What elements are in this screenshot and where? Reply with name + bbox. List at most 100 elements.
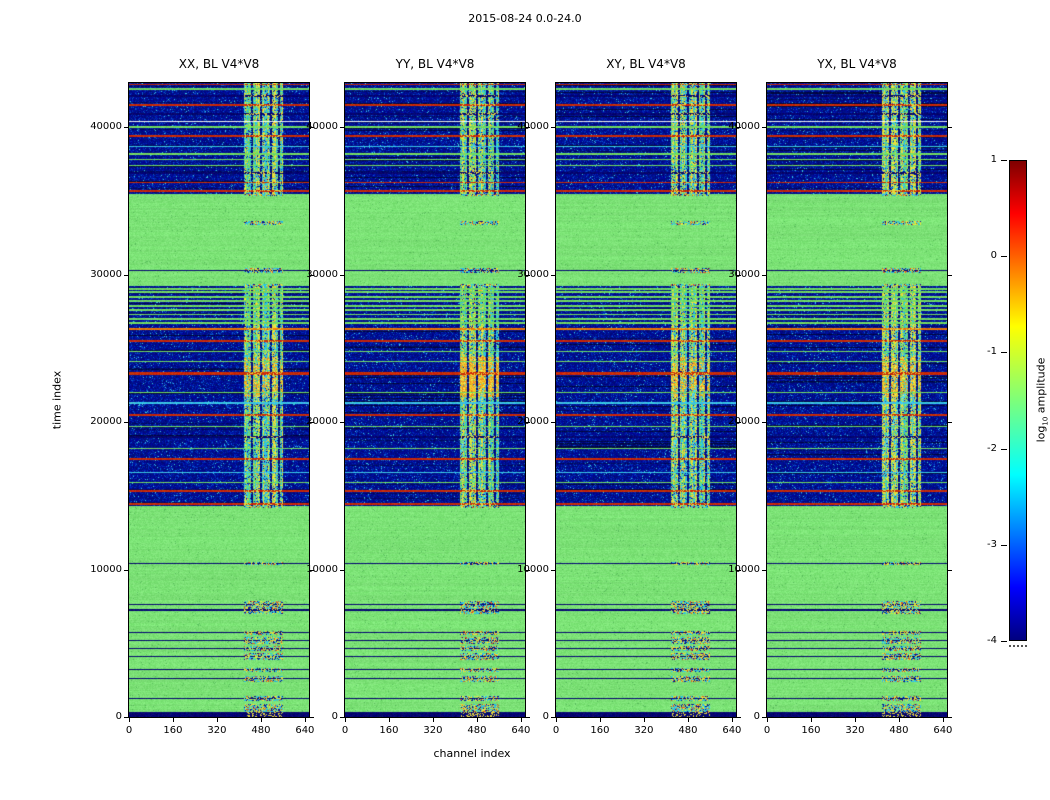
y-tick-mark <box>737 274 741 276</box>
y-axis-label: time index <box>50 370 64 430</box>
x-tick-mark <box>687 718 689 722</box>
x-tick-mark <box>898 718 900 722</box>
x-tick-label: 320 <box>423 725 443 736</box>
y-tick-mark <box>124 274 128 276</box>
y-tick-mark <box>551 569 555 571</box>
colorbar-tick-mark <box>1001 544 1007 546</box>
x-tick-label: 320 <box>845 725 865 736</box>
panel-title: XX, BL V4*V8 <box>178 57 260 71</box>
colorbar-label-post: amplitude <box>1034 357 1048 417</box>
y-tick-mark <box>948 274 952 276</box>
x-axis-label: channel index <box>433 747 511 760</box>
y-tick-label: 0 <box>331 711 338 722</box>
x-tick-label: 480 <box>467 725 487 736</box>
x-tick-mark <box>216 718 218 722</box>
colorbar-extend-dots <box>1009 645 1027 647</box>
x-tick-label: 0 <box>125 725 133 736</box>
y-tick-mark <box>948 717 952 718</box>
x-tick-label: 640 <box>295 725 315 736</box>
y-tick-label: 40000 <box>728 121 760 133</box>
y-tick-label: 10000 <box>90 563 122 575</box>
x-tick-label: 0 <box>341 725 349 736</box>
x-tick-label: 640 <box>933 725 953 736</box>
y-tick-mark <box>948 569 952 571</box>
x-tick-mark <box>476 718 478 722</box>
x-tick-label: 480 <box>251 725 271 736</box>
x-tick-mark <box>942 718 944 722</box>
y-tick-label: 0 <box>753 711 760 722</box>
x-tick-label: 0 <box>552 725 560 736</box>
colorbar-label-sub: 10 <box>1041 416 1050 426</box>
colorbar-tick-mark <box>1001 448 1007 450</box>
y-tick-mark <box>340 569 344 571</box>
y-tick-mark <box>310 274 314 276</box>
x-tick-label: 160 <box>379 725 399 736</box>
x-tick-label: 640 <box>722 725 742 736</box>
x-tick-label: 160 <box>801 725 821 736</box>
x-tick-mark <box>810 718 812 722</box>
panel-title: XY, BL V4*V8 <box>606 57 686 71</box>
y-tick-mark <box>551 422 555 424</box>
x-tick-mark <box>304 718 306 722</box>
x-tick-mark <box>345 718 346 722</box>
colorbar-tick-label: -1 <box>987 346 997 358</box>
panel-title: YY, BL V4*V8 <box>395 57 475 71</box>
y-tick-mark <box>310 127 314 129</box>
y-tick-label: 40000 <box>90 121 122 133</box>
y-tick-mark <box>310 569 314 571</box>
y-tick-label: 30000 <box>306 268 338 280</box>
y-tick-mark <box>340 717 344 718</box>
y-tick-label: 30000 <box>517 268 549 280</box>
y-tick-label: 10000 <box>306 563 338 575</box>
x-tick-mark <box>432 718 434 722</box>
y-tick-mark <box>948 127 952 129</box>
x-tick-mark <box>172 718 174 722</box>
heatmap-panel-yy <box>344 82 526 718</box>
y-tick-mark <box>551 274 555 276</box>
y-tick-mark <box>124 127 128 129</box>
x-tick-mark <box>854 718 856 722</box>
colorbar-tick-mark <box>1001 160 1007 161</box>
y-tick-mark <box>340 127 344 129</box>
y-tick-mark <box>762 569 766 571</box>
colorbar-tick-label: 0 <box>990 250 997 262</box>
y-tick-label: 20000 <box>728 416 760 428</box>
x-tick-label: 320 <box>634 725 654 736</box>
y-tick-label: 10000 <box>517 563 549 575</box>
y-tick-mark <box>526 717 530 718</box>
x-tick-mark <box>599 718 601 722</box>
y-tick-mark <box>340 274 344 276</box>
y-tick-label: 20000 <box>90 416 122 428</box>
x-tick-mark <box>520 718 522 722</box>
y-tick-mark <box>124 569 128 571</box>
colorbar-tick-mark <box>1001 352 1007 354</box>
x-tick-mark <box>129 718 130 722</box>
x-tick-label: 0 <box>763 725 771 736</box>
y-tick-label: 20000 <box>517 416 549 428</box>
x-tick-label: 640 <box>511 725 531 736</box>
colorbar-tick-label: -2 <box>987 442 997 454</box>
y-tick-mark <box>310 717 314 718</box>
x-tick-mark <box>767 718 768 722</box>
heatmap-panel-yx <box>766 82 948 718</box>
colorbar-tick-label: 1 <box>990 154 997 165</box>
y-tick-label: 20000 <box>306 416 338 428</box>
x-tick-label: 320 <box>207 725 227 736</box>
y-tick-mark <box>551 717 555 718</box>
y-tick-label: 0 <box>115 711 122 722</box>
y-tick-mark <box>737 127 741 129</box>
y-tick-mark <box>762 422 766 424</box>
heatmap-panel-xy <box>555 82 737 718</box>
y-tick-label: 10000 <box>728 563 760 575</box>
colorbar-gradient <box>1009 160 1027 641</box>
colorbar-label: log10 amplitude <box>1034 358 1049 443</box>
x-tick-label: 160 <box>590 725 610 736</box>
y-tick-mark <box>762 127 766 129</box>
y-tick-mark <box>737 569 741 571</box>
y-tick-mark <box>762 274 766 276</box>
heatmap-panel-xx <box>128 82 310 718</box>
y-tick-mark <box>340 422 344 424</box>
x-tick-label: 480 <box>678 725 698 736</box>
y-tick-label: 0 <box>542 711 549 722</box>
